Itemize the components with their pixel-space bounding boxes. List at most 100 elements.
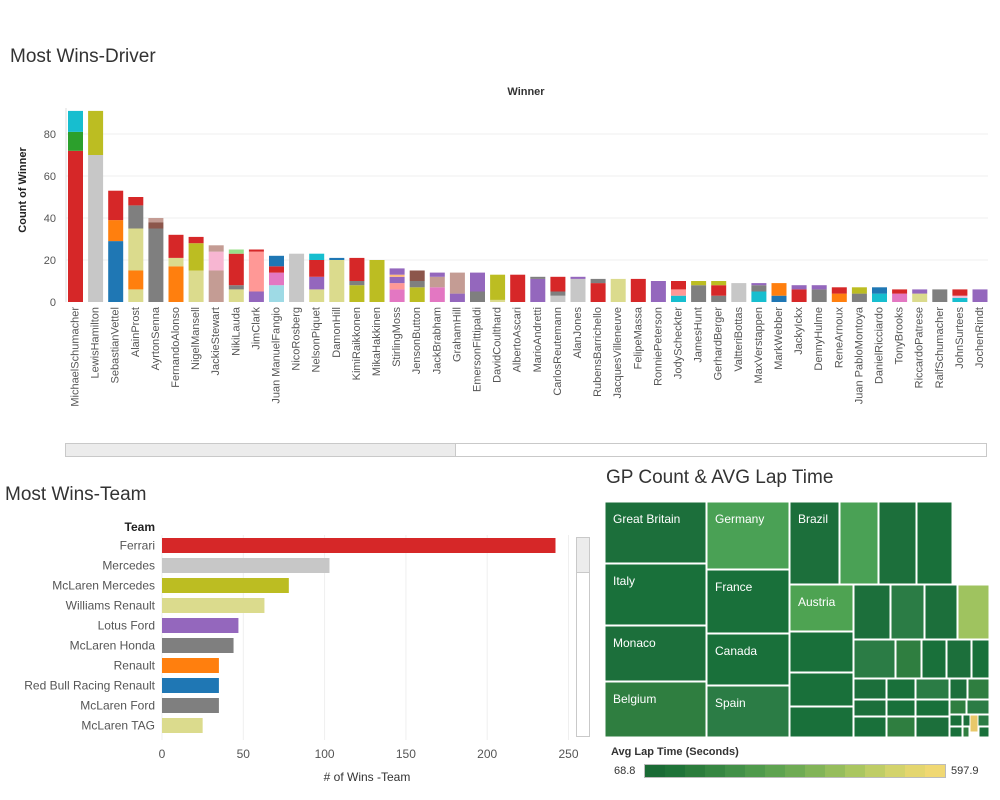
x-tick-label: JackieStewart [210,307,222,375]
bar-segment [570,276,586,279]
legend-color-step [745,765,765,777]
bar-segment [128,289,144,302]
team-label: Mercedes [102,559,155,573]
gp-treemap: Great Britain Germany Brazil Italy France Aus… [605,502,990,738]
color-legend-min: 68.8 [614,765,636,777]
scrollbar-thumb[interactable] [577,538,589,573]
x-tick-label: JimClark [250,307,262,350]
bar-segment [68,131,83,151]
treemap-cell [839,502,879,585]
treemap-cell-label: Italy [613,574,635,588]
x-tick-label: LewisHamilton [90,307,102,379]
x-tick-label: RiccardoPatrese [914,307,926,388]
treemap-cell [706,685,790,738]
treemap-cell [962,726,970,738]
team-bar [162,638,234,653]
treemap-cell [924,584,958,640]
x-tick-label: TonyBrooks [894,307,906,365]
treemap-cell-label: Brazil [798,512,828,526]
legend-color-step [805,765,825,777]
bar-segment [892,289,908,294]
treemap-cell [915,678,950,700]
bar-segment [168,257,184,267]
bar-segment [228,289,244,302]
y-tick-label: 40 [44,213,56,225]
treemap-cell [886,716,916,738]
x-tick-label: AyrtonSenna [150,306,162,370]
bar-segment [550,295,566,302]
x-tick-label: Juan ManuelFangio [271,307,283,404]
x-tick-label: StirlingMoss [391,307,403,367]
bar-segment [128,228,144,271]
legend-color-step [705,765,725,777]
driver-chart-title: Most Wins-Driver [10,46,156,67]
color-legend-gradient [644,764,946,778]
legend-color-step [785,765,805,777]
x-tick-label: NikiLauda [230,306,242,356]
treemap-cell [890,584,925,640]
scrollbar-thumb[interactable] [66,444,456,456]
bar-segment [952,297,968,302]
treemap-cell [853,584,891,640]
x-tick-label: MarioAndretti [532,307,544,372]
treemap-cell [789,706,854,738]
bar-segment [630,278,646,302]
bar-segment [128,205,144,229]
bar-segment [309,253,325,260]
treemap-cell [967,678,990,700]
bar-segment [771,295,787,302]
x-tick-label: JochenRindt [974,307,986,368]
bar-segment [550,276,566,292]
x-tick-label: 200 [477,747,497,761]
bar-segment [168,266,184,302]
y-axis-label: Count of Winner [17,147,29,233]
x-tick-label: 250 [558,747,578,761]
driver-chart-horizontal-scrollbar[interactable] [65,443,987,457]
bar-segment [912,293,928,302]
treemap-cell [966,699,990,715]
x-tick-label: 100 [315,747,335,761]
bar-segment [972,289,988,302]
legend-color-step [765,765,785,777]
treemap-cell [853,699,887,717]
bar-segment [208,251,224,271]
bar-segment [751,285,767,292]
bar-segment [610,278,626,302]
bar-segment [449,272,465,294]
bar-segment [771,283,787,296]
y-tick-label: 80 [44,129,56,141]
legend-color-step [865,765,885,777]
team-bar [162,718,203,733]
bar-segment [691,281,707,286]
x-tick-label: JackyIckx [793,307,805,355]
treemap-cell [915,716,950,738]
treemap-cell [605,625,707,682]
x-tick-label: NigelMansell [190,307,202,370]
x-tick-label: ValtteriBottas [733,307,745,372]
bar-segment [309,276,325,290]
team-chart-vertical-scrollbar[interactable] [576,537,590,737]
bar-segment [329,260,345,302]
bar-segment [409,281,425,288]
team-label: Lotus Ford [98,619,155,633]
bar-segment [952,289,968,296]
x-tick-label: JodyScheckter [673,307,685,379]
team-chart-title: Most Wins-Team [5,484,147,505]
bar-segment [650,281,666,302]
bar-segment [389,276,405,284]
treemap-cell [957,584,990,640]
y-tick-label: 0 [50,297,56,309]
x-tick-label: FernandoAlonso [170,307,182,388]
bar-segment [208,245,224,252]
treemap-cell [789,631,854,673]
bar-segment [349,285,365,302]
bar-segment [128,270,144,290]
x-tick-label: JohnSurtees [954,307,966,369]
treemap-cell [946,639,972,679]
team-wins-chart: Team 0 50 100 150 200 250 Ferrari Mercedes McLare… [24,520,579,784]
x-tick-label: JackBrabham [431,307,443,374]
legend-color-step [665,765,685,777]
x-tick-label: MaxVerstappen [753,307,765,383]
bar-segment [349,281,365,286]
treemap-cell-label: Canada [715,644,757,658]
